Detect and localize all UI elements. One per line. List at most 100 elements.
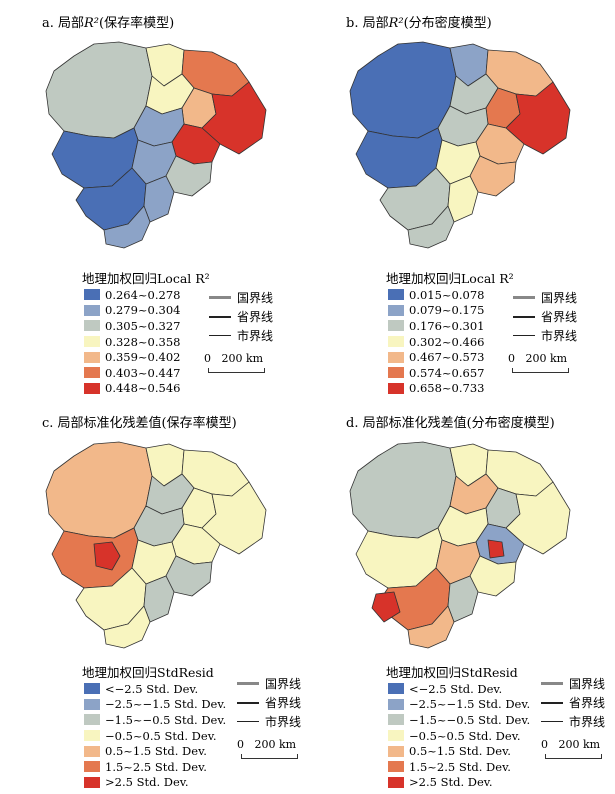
- scale-distance: 200 km: [221, 352, 264, 365]
- legend-swatch: [388, 367, 404, 379]
- legend-item: 0.403~0.447: [84, 365, 180, 381]
- scale-line: [512, 368, 569, 373]
- legend-swatch: [84, 367, 100, 379]
- national-line-swatch: [237, 682, 259, 685]
- region: [447, 575, 479, 623]
- national-line-swatch: [513, 296, 535, 299]
- legend-item: 0.658~0.733: [388, 381, 484, 397]
- legend-swatch: [84, 714, 100, 726]
- scale-bar: 0 200 km: [204, 352, 265, 373]
- legend-label: 0.5~1.5 Std. Dev.: [105, 744, 207, 759]
- legend-item: −1.5~−0.5 Std. Dev.: [84, 712, 226, 728]
- region: [103, 205, 151, 249]
- legend-label: 0.359~0.402: [105, 350, 181, 365]
- map[interactable]: [34, 436, 284, 661]
- provincial-line-swatch: [209, 315, 231, 318]
- legend-item: 0.359~0.402: [84, 349, 180, 365]
- provincial-boundary-label: 省界线: [265, 696, 302, 710]
- legend-swatch: [388, 351, 404, 363]
- legend-label: 0.079~0.175: [409, 303, 485, 318]
- legend-items: <−2.5 Std. Dev. −2.5~−1.5 Std. Dev. −1.5~−…: [388, 681, 530, 790]
- scale-zero: 0: [541, 738, 548, 751]
- legend-label: 0.574~0.657: [409, 365, 485, 380]
- legend-label: <−2.5 Std. Dev.: [105, 681, 199, 696]
- legend-label: −1.5~−0.5 Std. Dev.: [409, 712, 531, 727]
- legend-item: 0.264~0.278: [84, 287, 180, 303]
- region: [201, 481, 267, 555]
- legend-swatch: [84, 289, 100, 301]
- panel-c: c. 局部标准化残差值(保存率模型) 地理加权回归StdResid <−2.5 …: [4, 400, 304, 792]
- legend-item: −0.5~0.5 Std. Dev.: [84, 728, 226, 744]
- municipal-line-swatch: [237, 721, 259, 722]
- legend-item: >2.5 Std. Dev.: [388, 775, 530, 791]
- provincial-boundary-label: 省界线: [541, 310, 578, 324]
- legend-label: 0.448~0.546: [105, 381, 181, 396]
- scale-distance: 200 km: [525, 352, 568, 365]
- legend-label: 0.658~0.733: [409, 381, 485, 396]
- legend-item: 1.5~2.5 Std. Dev.: [388, 759, 530, 775]
- legend-swatch: [84, 320, 100, 332]
- provincial-boundary-label: 省界线: [237, 310, 274, 324]
- legend-swatch: [84, 698, 100, 710]
- region: [103, 605, 151, 649]
- legend-swatch: [388, 730, 404, 742]
- legend-item: 0.5~1.5 Std. Dev.: [84, 743, 226, 759]
- legend-item: −2.5~−1.5 Std. Dev.: [84, 697, 226, 713]
- panel-d: d. 局部标准化残差值(分布密度模型) 地理加权回归StdResid <−2.5…: [308, 400, 608, 792]
- municipal-boundary-label: 市界线: [541, 329, 578, 343]
- legend-label: >2.5 Std. Dev.: [409, 775, 493, 790]
- provincial-line-swatch: [513, 315, 535, 318]
- legend-label: 0.467~0.573: [409, 350, 485, 365]
- legend-title: 地理加权回归Local R²: [386, 271, 514, 286]
- region: [407, 605, 455, 649]
- scale-bar: 0 200 km: [508, 352, 569, 373]
- map[interactable]: [338, 36, 588, 261]
- legend-item: 0.574~0.657: [388, 365, 484, 381]
- legend-item: 0.015~0.078: [388, 287, 484, 303]
- legend-item: 0.328~0.358: [84, 334, 180, 350]
- legend-swatch: [388, 320, 404, 332]
- municipal-boundary-label: 市界线: [265, 715, 302, 729]
- legend-item: 0.079~0.175: [388, 303, 484, 319]
- legend-swatch: [388, 761, 404, 773]
- map[interactable]: [34, 36, 284, 261]
- legend-item: 0.302~0.466: [388, 334, 484, 350]
- legend-label: −0.5~0.5 Std. Dev.: [105, 728, 217, 743]
- legend-label: −1.5~−0.5 Std. Dev.: [105, 712, 227, 727]
- legend-label: 0.015~0.078: [409, 287, 485, 302]
- legend-item: 0.305~0.327: [84, 318, 180, 334]
- boundary-legend: 国界线 省界线 市界线: [209, 288, 273, 345]
- legend-item: 0.176~0.301: [388, 318, 484, 334]
- legend-items: 0.015~0.078 0.079~0.175 0.176~0.301 0.302~0…: [388, 287, 484, 396]
- legend: 地理加权回归StdResid <−2.5 Std. Dev. −2.5~−1.5 …: [82, 662, 312, 792]
- boundary-legend: 国界线 省界线 市界线: [513, 288, 577, 345]
- municipal-boundary-label: 市界线: [569, 715, 606, 729]
- legend-item: >2.5 Std. Dev.: [84, 775, 226, 791]
- national-boundary-label: 国界线: [569, 677, 606, 691]
- legend-item: 0.467~0.573: [388, 349, 484, 365]
- legend-label: 0.305~0.327: [105, 318, 181, 333]
- panel-a: a. 局部R²(保存率模型) 地理加权回归Local R² 0.264~0.27…: [4, 0, 304, 396]
- region: [407, 205, 455, 249]
- panel-title: d. 局部标准化残差值(分布密度模型): [346, 416, 555, 431]
- legend-swatch: [388, 683, 404, 695]
- legend-item: <−2.5 Std. Dev.: [388, 681, 530, 697]
- legend-label: −0.5~0.5 Std. Dev.: [409, 728, 521, 743]
- municipal-line-swatch: [513, 335, 535, 336]
- legend-item: −2.5~−1.5 Std. Dev.: [388, 697, 530, 713]
- provincial-line-swatch: [541, 701, 563, 704]
- scale-line: [545, 754, 602, 759]
- legend-swatch: [84, 776, 100, 788]
- legend-label: −2.5~−1.5 Std. Dev.: [409, 697, 531, 712]
- legend-item: 1.5~2.5 Std. Dev.: [84, 759, 226, 775]
- legend-swatch: [84, 683, 100, 695]
- legend-label: −2.5~−1.5 Std. Dev.: [105, 697, 227, 712]
- region: [505, 481, 571, 555]
- legend-swatch: [84, 336, 100, 348]
- legend-title: 地理加权回归StdResid: [386, 665, 518, 680]
- map[interactable]: [338, 436, 588, 661]
- scale-bar: 0 200 km: [237, 738, 298, 759]
- legend-item: −0.5~0.5 Std. Dev.: [388, 728, 530, 744]
- scale-zero: 0: [204, 352, 211, 365]
- panel-title: a. 局部R²(保存率模型): [42, 16, 175, 31]
